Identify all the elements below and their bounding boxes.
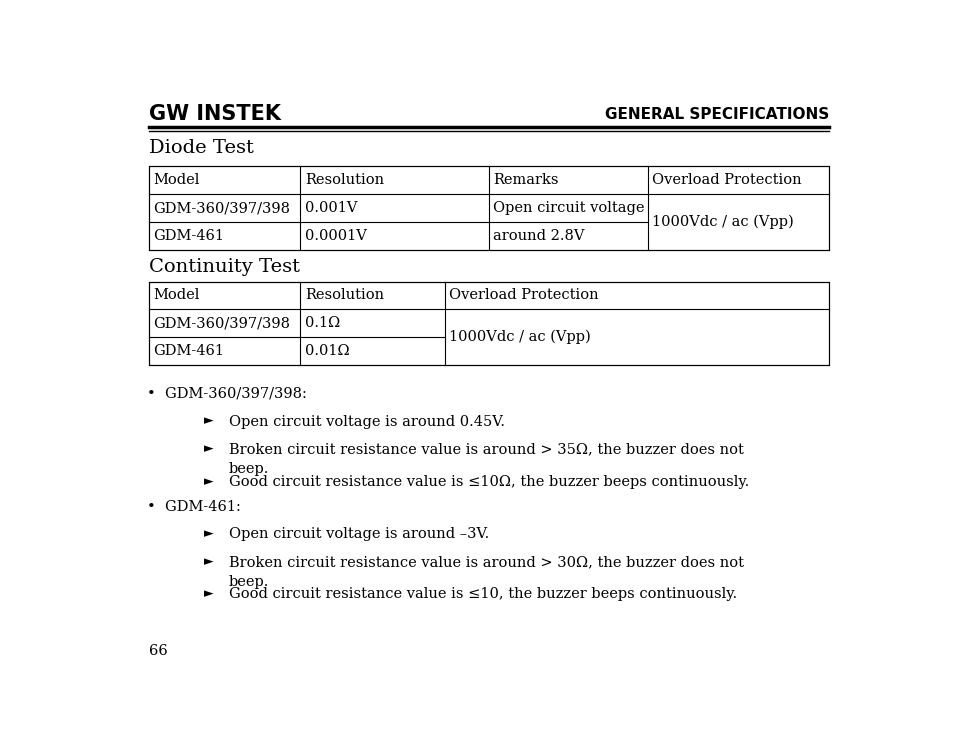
Text: GDM-360/397/398: GDM-360/397/398 <box>153 201 290 215</box>
Bar <box>149 167 828 250</box>
Text: 0.1Ω: 0.1Ω <box>305 316 339 330</box>
Text: GDM-461: GDM-461 <box>153 229 224 243</box>
Text: 1000Vdc / ac (Vpp): 1000Vdc / ac (Vpp) <box>449 330 590 344</box>
Text: 66: 66 <box>149 644 168 658</box>
Text: ►: ► <box>204 415 213 427</box>
Text: 0.0001V: 0.0001V <box>305 229 366 243</box>
Text: GW INSTEK: GW INSTEK <box>149 104 280 125</box>
Text: Broken circuit resistance value is around > 35Ω, the buzzer does not
beep.: Broken circuit resistance value is aroun… <box>229 442 742 476</box>
Bar <box>149 282 828 365</box>
Text: Open circuit voltage: Open circuit voltage <box>493 201 644 215</box>
Text: Resolution: Resolution <box>305 173 383 187</box>
Text: 0.01Ω: 0.01Ω <box>305 344 349 358</box>
Text: Open circuit voltage is around –3V.: Open circuit voltage is around –3V. <box>229 527 488 541</box>
Text: ►: ► <box>204 475 213 487</box>
Text: ►: ► <box>204 442 213 455</box>
Text: 0.001V: 0.001V <box>305 201 357 215</box>
Text: Open circuit voltage is around 0.45V.: Open circuit voltage is around 0.45V. <box>229 415 504 429</box>
Text: GENERAL SPECIFICATIONS: GENERAL SPECIFICATIONS <box>604 107 828 122</box>
Text: Resolution: Resolution <box>305 288 383 303</box>
Text: Good circuit resistance value is ≤10, the buzzer beeps continuously.: Good circuit resistance value is ≤10, th… <box>229 587 736 602</box>
Text: ►: ► <box>204 527 213 540</box>
Text: Good circuit resistance value is ≤10Ω, the buzzer beeps continuously.: Good circuit resistance value is ≤10Ω, t… <box>229 475 748 489</box>
Text: ►: ► <box>204 587 213 601</box>
Text: GDM-360/397/398: GDM-360/397/398 <box>153 316 290 330</box>
Text: Overload Protection: Overload Protection <box>652 173 801 187</box>
Text: Overload Protection: Overload Protection <box>449 288 598 303</box>
Text: Remarks: Remarks <box>493 173 558 187</box>
Text: Broken circuit resistance value is around > 30Ω, the buzzer does not
beep.: Broken circuit resistance value is aroun… <box>229 555 743 589</box>
Text: ►: ► <box>204 555 213 568</box>
Text: •  GDM-461:: • GDM-461: <box>147 499 241 514</box>
Text: Continuity Test: Continuity Test <box>149 258 299 276</box>
Text: Model: Model <box>153 173 199 187</box>
Text: around 2.8V: around 2.8V <box>493 229 584 243</box>
Text: 1000Vdc / ac (Vpp): 1000Vdc / ac (Vpp) <box>652 215 793 229</box>
Text: Diode Test: Diode Test <box>149 139 253 157</box>
Text: GDM-461: GDM-461 <box>153 344 224 358</box>
Text: Model: Model <box>153 288 199 303</box>
Text: •  GDM-360/397/398:: • GDM-360/397/398: <box>147 387 307 401</box>
